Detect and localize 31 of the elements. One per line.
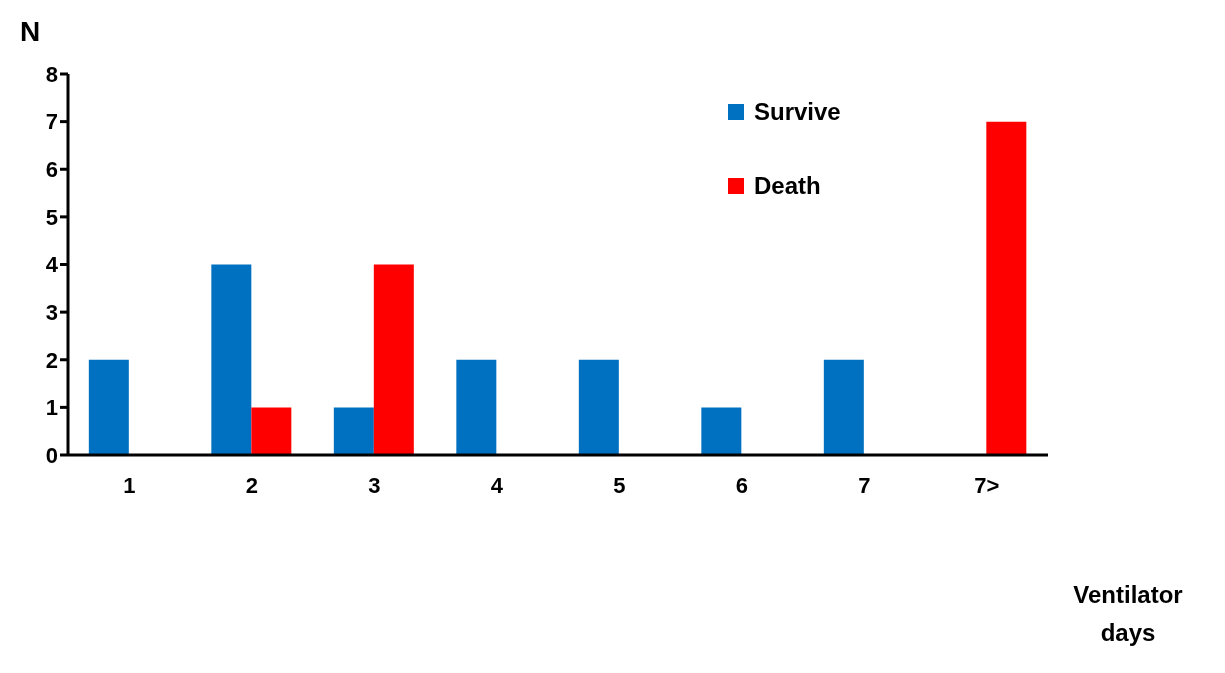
x-tick-label: 7>: [974, 472, 1000, 498]
y-tick-label: 5: [45, 204, 58, 230]
bar: [701, 407, 742, 455]
x-axis-title: Ventilator days: [1072, 580, 1184, 648]
x-tick-label: 7: [858, 472, 871, 498]
x-tick-label: 5: [613, 472, 626, 498]
y-tick-label: 3: [45, 299, 58, 325]
x-tick-label: 1: [123, 472, 136, 498]
y-tick-label: 6: [45, 157, 58, 183]
bar: [986, 121, 1027, 455]
y-tick-label: 0: [45, 442, 58, 468]
y-tick-label: 4: [45, 252, 59, 278]
legend-label: Survive: [754, 98, 841, 126]
legend-label: Death: [754, 172, 821, 200]
x-tick-label: 6: [735, 472, 748, 498]
bar: [88, 359, 129, 455]
y-axis-title: N: [20, 16, 41, 48]
x-tick-label: 2: [245, 472, 258, 498]
bar: [578, 359, 619, 455]
bar: [333, 407, 374, 455]
bar: [251, 407, 292, 455]
bar: [373, 264, 414, 455]
x-tick-label: 3: [368, 472, 381, 498]
bar: [823, 359, 864, 455]
y-tick-label: 7: [45, 109, 58, 135]
bar: [211, 264, 252, 455]
y-tick-label: 2: [45, 347, 58, 373]
y-tick-label: 8: [45, 61, 58, 87]
x-tick-label: 4: [490, 472, 504, 498]
y-tick-label: 1: [45, 395, 58, 421]
bar: [456, 359, 497, 455]
